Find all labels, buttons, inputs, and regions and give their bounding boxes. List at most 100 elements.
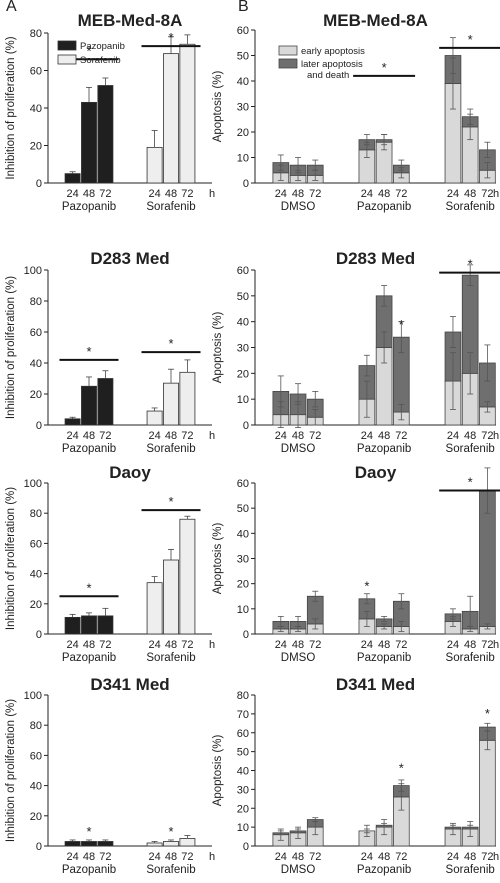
chart-a3-xtick-label: 24	[66, 639, 78, 651]
chart-b4-sig-star: *	[485, 706, 490, 721]
chart-a3-ytick-label: 80	[30, 508, 42, 520]
chart-a1-group-label: Sorafenib	[146, 201, 195, 213]
chart-a2-ytick-label: 60	[30, 327, 42, 339]
chart-a3-bar	[163, 559, 179, 635]
chart-a1-ytick-label: 40	[30, 103, 42, 115]
chart-a3-bar	[81, 615, 97, 635]
chart-b4-xtick-label: 24	[275, 851, 287, 863]
chart-b4-ytick-label: 80	[237, 690, 249, 702]
chart-b4-unit-label: h	[493, 851, 499, 863]
chart-a1-bar	[97, 85, 114, 184]
chart-b4-xtick-label: 48	[292, 851, 304, 863]
chart-a4-bar	[81, 841, 97, 847]
chart-a1-legend-label: Sorafenib	[80, 55, 121, 66]
chart-b4-xtick-label: 24	[361, 851, 373, 863]
chart-b1-ytick-label: 40	[237, 76, 249, 88]
chart-a4-ytick-label: 20	[30, 811, 42, 823]
chart-b1-legend-swatch	[278, 58, 298, 69]
chart-a1-bar	[163, 53, 179, 184]
chart-a3-title: Daoy	[109, 463, 151, 482]
panel-label-b: B	[238, 0, 249, 15]
chart-b3-ytick-label: 10	[237, 604, 249, 616]
chart-b3-ytick-label: 30	[237, 554, 249, 566]
chart-a2-xtick-label: 24	[66, 430, 78, 442]
chart-a2-sig-star: *	[86, 344, 91, 359]
chart-b1-legend-label: early apoptosis	[301, 46, 365, 57]
chart-b2-xtick-label: 72	[395, 430, 407, 442]
chart-a3-xtick-label: 48	[83, 639, 95, 651]
chart-a2-xtick-label: 72	[99, 430, 111, 442]
chart-a1-xtick-label: 24	[148, 188, 160, 200]
chart-a4-bar	[146, 842, 163, 847]
chart-a4-xtick-label: 48	[165, 851, 177, 863]
chart-b4-sig-star: *	[399, 761, 404, 776]
chart-a3-ytick-label: 0	[36, 629, 42, 641]
chart-b1-ytick-label: 10	[237, 153, 249, 165]
chart-a2-bar	[163, 382, 179, 426]
chart-a4-unit-label: h	[209, 851, 215, 863]
chart-b4-title: D341 Med	[336, 675, 415, 694]
chart-b4-ytick-label: 70	[237, 709, 249, 721]
chart-a1-sig-star: *	[168, 30, 173, 45]
chart-b1-group-label: Pazopanib	[357, 201, 411, 213]
chart-a2-title: D283 Med	[90, 249, 169, 268]
chart-b1-xtick-label: 48	[292, 188, 304, 200]
chart-a2-bar	[146, 410, 163, 426]
chart-a1-xtick-label: 48	[83, 188, 95, 200]
chart-a2-xtick-label: 24	[148, 430, 160, 442]
chart-b1-ytick-label: 20	[237, 127, 249, 139]
chart-a1-unit-label: h	[209, 188, 215, 200]
chart-b1-unit-label: h	[493, 188, 499, 200]
chart-a2-bar	[97, 378, 114, 426]
chart-b4-xtick-label: 72	[309, 851, 321, 863]
chart-b4-group-label: Pazopanib	[357, 864, 411, 876]
chart-a2-xtick-label: 72	[181, 430, 193, 442]
chart-a1-xtick-label: 48	[165, 188, 177, 200]
chart-b2-ytick-label: 30	[237, 343, 249, 355]
chart-b1-xtick-label: 24	[447, 188, 459, 200]
chart-a1-ylabel: Inhibition of proliferation (%)	[5, 36, 17, 179]
chart-a3-bar	[146, 582, 163, 635]
chart-a2-sig-star: *	[168, 336, 173, 351]
chart-a4-xtick-label: 48	[83, 851, 95, 863]
chart-b4-ytick-label: 30	[237, 784, 249, 796]
chart-a4-ytick-label: 40	[30, 781, 42, 793]
chart-b2-xtick-label: 24	[275, 430, 287, 442]
chart-b3-xtick-label: 72	[395, 639, 407, 651]
chart-a1-title: MEB-Med-8A	[78, 11, 183, 30]
chart-a4-ylabel: Inhibition of proliferation (%)	[5, 699, 17, 842]
chart-b4-xtick-label: 48	[378, 851, 390, 863]
chart-b1-legend-label-cont: and death	[307, 70, 349, 81]
chart-b2-group-label: Pazopanib	[357, 443, 411, 455]
chart-b4-ytick-label: 60	[237, 728, 249, 740]
chart-b1-legend-swatch	[278, 45, 298, 56]
chart-a1-ytick-label: 80	[30, 28, 42, 40]
chart-a1-bar	[146, 146, 163, 184]
chart-b2-ytick-label: 50	[237, 291, 249, 303]
chart-b3-xtick-label: 24	[447, 639, 459, 651]
chart-b4-xtick-label: 72	[395, 851, 407, 863]
chart-b2-xtick-label: 48	[464, 430, 476, 442]
chart-a2-unit-label: h	[209, 430, 215, 442]
chart-a3-xtick-label: 72	[181, 639, 193, 651]
chart-a3-ytick-label: 100	[24, 478, 42, 490]
chart-a3-sig-star: *	[86, 580, 91, 595]
chart-a3-group-label: Sorafenib	[146, 652, 195, 664]
chart-b2-xtick-label: 48	[378, 430, 390, 442]
chart-b4-ylabel: Apoptosis (%)	[212, 735, 224, 807]
chart-a3-ytick-label: 60	[30, 538, 42, 550]
chart-a1-legend-swatch	[57, 40, 77, 51]
chart-b4-ytick-label: 20	[237, 803, 249, 815]
chart-b2-ytick-label: 40	[237, 317, 249, 329]
chart-a4-ytick-label: 100	[24, 690, 42, 702]
chart-a3-xtick-label: 48	[165, 639, 177, 651]
chart-b1-ytick-label: 60	[237, 25, 249, 37]
chart-b2-ytick-label: 20	[237, 368, 249, 380]
chart-a1-xtick-label: 72	[181, 188, 193, 200]
chart-a2-bar	[81, 385, 97, 426]
chart-a3-ylabel: Inhibition of proliferation (%)	[5, 487, 17, 630]
chart-a2-group-label: Sorafenib	[146, 443, 195, 455]
chart-b2-ytick-label: 60	[237, 265, 249, 277]
chart-b3-group-label: DMSO	[281, 652, 316, 664]
